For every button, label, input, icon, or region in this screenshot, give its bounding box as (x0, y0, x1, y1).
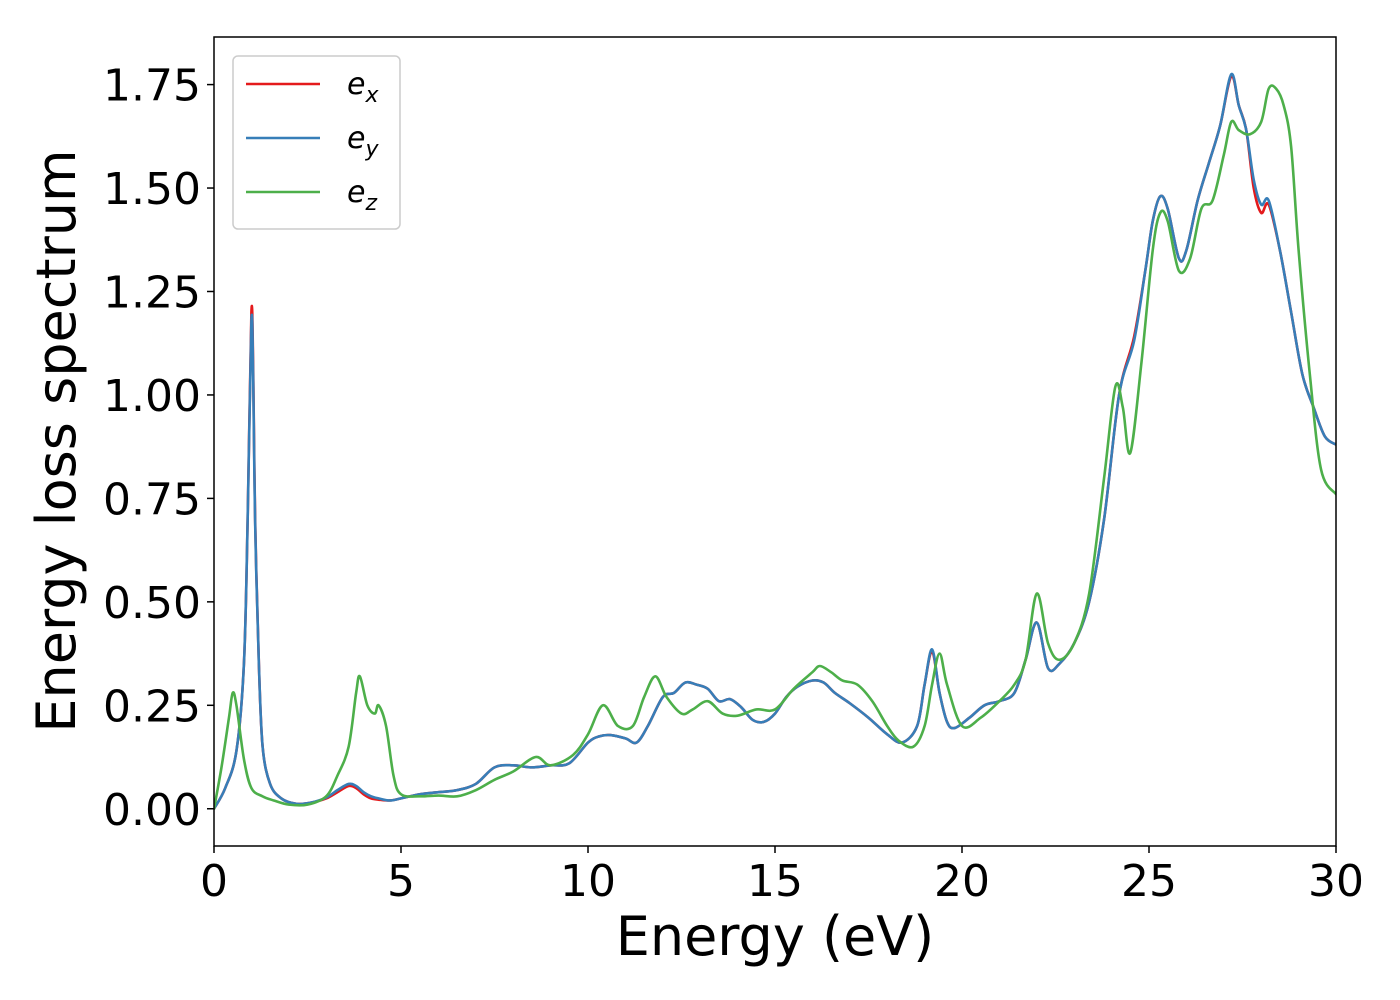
y-tick-label: 1.25 (103, 267, 201, 318)
series-line-e-z (214, 84, 1336, 811)
legend-box (232, 55, 401, 230)
y-tick-label: 1.50 (103, 164, 201, 215)
y-tick-label: 1.00 (103, 371, 201, 422)
legend-label-e-y: ey (347, 121, 379, 162)
legend-label-subscript: z (364, 191, 377, 216)
x-tick-label: 25 (1121, 856, 1177, 907)
y-tick-label: 0.75 (103, 474, 201, 525)
y-tick-label: 1.75 (103, 61, 201, 112)
y-tick-label: 0.25 (103, 681, 201, 732)
y-axis: 0.00 0.25 0.50 0.75 1.00 1.25 1.50 1.75 (103, 61, 214, 836)
x-tick-label: 0 (200, 856, 228, 907)
y-axis-label: Energy loss spectrum (25, 149, 88, 732)
x-tick-label: 20 (934, 856, 990, 907)
legend-label-subscript: x (364, 83, 379, 108)
x-tick-label: 15 (747, 856, 803, 907)
x-tick-label: 10 (560, 856, 616, 907)
x-axis-label: Energy (eV) (616, 905, 935, 968)
x-tick-label: 5 (387, 856, 415, 907)
x-axis: 0 5 10 15 20 25 30 (200, 846, 1364, 907)
series-layer (214, 72, 1336, 811)
legend-label-e-x: ex (347, 67, 379, 108)
legend-label-subscript: y (364, 137, 379, 162)
x-tick-label: 30 (1308, 856, 1364, 907)
y-tick-label: 0.50 (103, 578, 201, 629)
y-tick-label: 0.00 (103, 785, 201, 836)
